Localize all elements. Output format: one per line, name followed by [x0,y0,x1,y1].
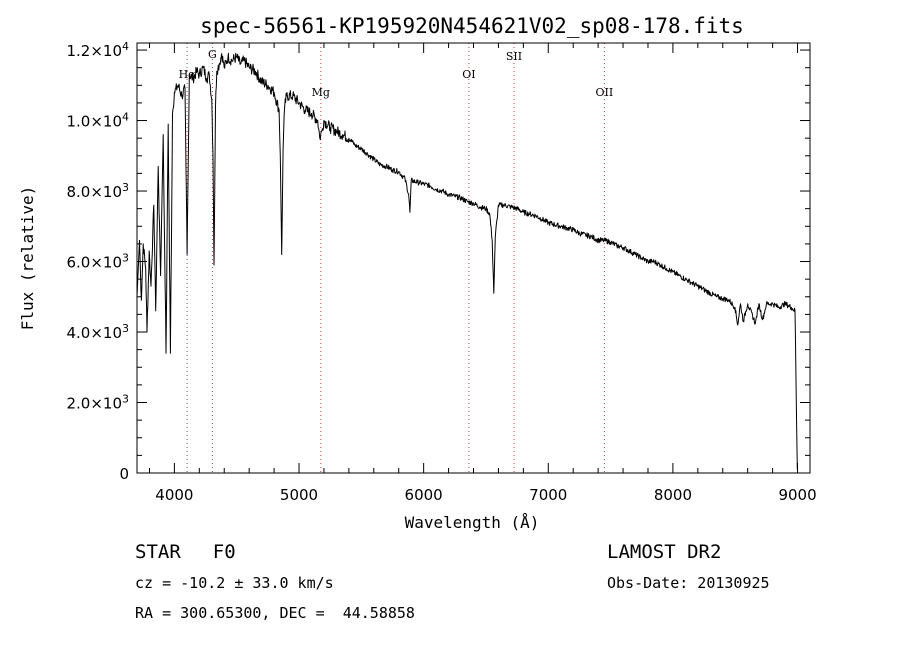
y-tick-label: 0 [119,465,129,483]
y-tick-label: 1.0×104 [66,111,129,131]
spectral-line-label: SII [506,50,522,63]
chart-title: spec-56561-KP195920N454621V02_sp08-178.f… [200,14,744,38]
spectral-line-label: Mg [312,86,330,99]
object-subclass: F0 [212,541,236,563]
x-axis-label: Wavelength (Å) [405,513,540,532]
spectral-line-label: OII [596,86,614,99]
y-axis-label: Flux (relative) [18,186,37,331]
y-tick-label: 1.2×104 [66,40,129,60]
redshift-readout: cz = -10.2 ± 33.0 km/s [135,574,334,592]
y-tick-label: 6.0×103 [66,252,129,272]
y-tick-label: 4.0×103 [66,322,129,342]
spectrum-line [136,52,798,470]
x-tick-label: 6000 [405,486,443,504]
x-tick-label: 5000 [280,486,318,504]
spectrum-series [136,52,798,470]
x-tick-label: 4000 [155,486,193,504]
spectral-line-label: OI [462,68,475,81]
axis-ticks: 4000 5000 6000 7000 8000 9000 0 2.0×103 4.0×103 6… [66,40,816,504]
object-class: STAR F0 [135,541,236,563]
survey-name: LAMOST DR2 [607,541,722,563]
object-class-value: STAR [135,541,181,563]
x-tick-label: 8000 [654,486,692,504]
y-tick-label: 2.0×103 [66,393,129,413]
x-tick-label: 9000 [778,486,816,504]
y-tick-label: 8.0×103 [66,181,129,201]
x-tick-label: 7000 [529,486,567,504]
observation-date: Obs-Date: 20130925 [607,574,770,592]
plot-frame [136,42,811,474]
spectral-line-label: G [208,48,217,61]
coordinates-readout: RA = 300.65300, DEC = 44.58858 [135,604,415,622]
